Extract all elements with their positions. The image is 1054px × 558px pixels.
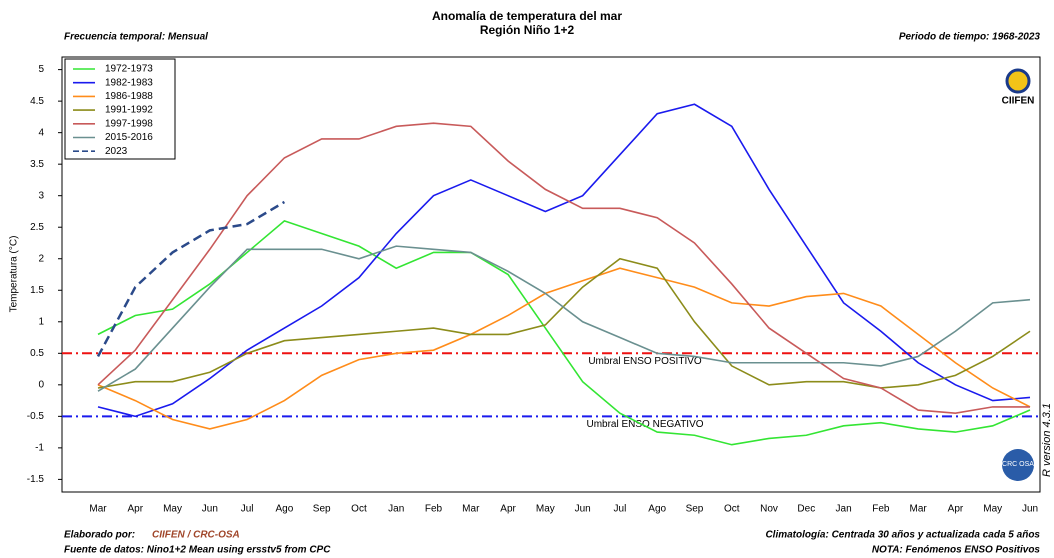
x-tick-label: Mar [89, 504, 107, 515]
legend-label: 1972-1973 [105, 64, 153, 75]
x-tick-label: Sep [313, 504, 331, 515]
x-tick-label: Jul [241, 504, 254, 515]
threshold-label: Umbral ENSO NEGATIVO [586, 419, 703, 430]
frequency: Frecuencia temporal: Mensual [64, 32, 208, 43]
series-line [97, 257, 1031, 389]
x-tick-label: May [163, 504, 182, 515]
legend-label: 1986-1988 [105, 91, 153, 102]
x-tick-label: Apr [500, 504, 516, 515]
x-tick-label: Apr [948, 504, 964, 515]
legend-label: 1997-1998 [105, 118, 153, 129]
note: NOTA: Fenómenos ENSO Positivos [872, 545, 1041, 556]
logo-crc-osa: CRC OSA [1002, 449, 1034, 481]
x-tick-label: Ago [648, 504, 666, 515]
y-tick-label: 3.5 [30, 159, 44, 170]
y-tick-label: 0.5 [30, 348, 44, 359]
series-line [97, 103, 1031, 418]
x-tick-label: Oct [351, 504, 367, 515]
x-tick-label: Feb [425, 504, 443, 515]
chart-subtitle: Región Niño 1+2 [480, 23, 575, 37]
x-tick-label: May [983, 504, 1002, 515]
made-by: CIIFEN / CRC-OSA [152, 530, 240, 541]
x-tick-label: Ago [276, 504, 294, 515]
x-tick-label: May [536, 504, 555, 515]
chart-title: Anomalía de temperatura del mar [432, 9, 622, 23]
x-tick-label: Sep [686, 504, 704, 515]
x-tick-label: Apr [127, 504, 143, 515]
x-tick-label: Jun [575, 504, 591, 515]
legend: 1972-1973 1982-1983 1986-1988 1991-1992 1997… [64, 58, 176, 160]
x-tick-label: Jan [388, 504, 404, 515]
series-line [97, 267, 1031, 430]
version: R version 4.3.1 [1041, 403, 1053, 477]
y-tick-label: 2.5 [30, 222, 44, 233]
logo-ciifen: CIIFEN [1002, 68, 1035, 107]
y-tick-label: 1.5 [30, 285, 44, 296]
y-tick-label: 3 [38, 190, 44, 201]
period: Periodo de tiempo: 1968-2023 [899, 32, 1041, 43]
x-tick-label: Jun [1022, 504, 1038, 515]
x-tick-label: Feb [872, 504, 890, 515]
x-tick-label: Nov [760, 504, 778, 515]
y-tick-label: 5 [38, 64, 44, 75]
legend-label: 2023 [105, 146, 128, 157]
y-tick-label: 4 [38, 127, 44, 138]
y-tick-label: 1 [38, 316, 44, 327]
climatology: Climatología: Centrada 30 años y actuali… [765, 530, 1040, 541]
x-tick-label: Jan [836, 504, 852, 515]
x-tick-label: Mar [462, 504, 480, 515]
legend-label: 2015-2016 [105, 132, 153, 143]
x-tick-label: Jul [614, 504, 627, 515]
y-tick-label: -0.5 [27, 411, 45, 422]
x-tick-label: Dec [797, 504, 815, 515]
x-tick-label: Oct [724, 504, 740, 515]
series-line [97, 220, 1031, 446]
y-tick-label: -1 [35, 443, 44, 454]
legend-label: 1991-1992 [105, 105, 153, 116]
threshold-label: Umbral ENSO POSITIVO [588, 356, 702, 367]
y-tick-label: -1.5 [27, 474, 45, 485]
x-tick-label: Mar [910, 504, 928, 515]
legend-label: 1982-1983 [105, 77, 153, 88]
logo-text: CRC OSA [1002, 461, 1034, 468]
series-line [96, 200, 286, 358]
y-axis-label: Temperatura (°C) [9, 236, 20, 313]
y-tick-label: 4.5 [30, 96, 44, 107]
series-line [97, 122, 1030, 415]
plot-frame [61, 56, 1041, 493]
made-by-label: Elaborado por: [64, 530, 135, 541]
y-tick-label: 0 [38, 379, 44, 390]
legend-box [64, 58, 176, 160]
y-tick-label: 2 [38, 253, 44, 264]
source: Fuente de datos: Nino1+2 Mean using erss… [64, 545, 331, 556]
logo-text: CIIFEN [1002, 96, 1035, 107]
series-line [97, 245, 1031, 392]
x-tick-label: Jun [202, 504, 218, 515]
